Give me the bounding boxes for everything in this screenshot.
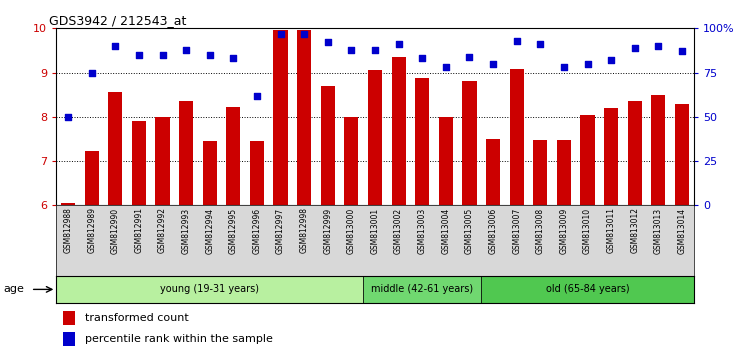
Text: GSM812994: GSM812994 [206, 207, 214, 253]
Bar [392, 57, 406, 205]
Point [558, 64, 570, 70]
Text: GSM813007: GSM813007 [512, 207, 521, 254]
Text: GSM813002: GSM813002 [394, 207, 403, 253]
Bar [85, 152, 99, 205]
Text: GSM812996: GSM812996 [253, 207, 262, 253]
Bar [202, 141, 217, 205]
Bar [62, 312, 75, 325]
Text: age: age [4, 284, 25, 295]
Bar [274, 30, 288, 205]
Bar [462, 81, 476, 205]
Bar [321, 86, 334, 205]
Text: GSM812993: GSM812993 [182, 207, 190, 253]
Point [605, 57, 617, 63]
Point [581, 61, 593, 67]
Bar [651, 95, 665, 205]
Text: GSM813009: GSM813009 [560, 207, 568, 254]
Bar [179, 101, 194, 205]
Text: percentile rank within the sample: percentile rank within the sample [85, 334, 273, 344]
Bar [250, 141, 264, 205]
Text: GSM813001: GSM813001 [370, 207, 380, 253]
Point [204, 52, 216, 58]
Text: middle (42-61 years): middle (42-61 years) [371, 284, 473, 295]
Bar [363, 276, 482, 303]
Text: old (65-84 years): old (65-84 years) [546, 284, 629, 295]
Bar [556, 140, 571, 205]
Text: GSM813006: GSM813006 [488, 207, 497, 254]
Text: GSM812990: GSM812990 [111, 207, 120, 253]
Point [133, 52, 145, 58]
Text: GSM813003: GSM813003 [418, 207, 427, 254]
Text: GSM813013: GSM813013 [654, 207, 663, 253]
Point [392, 41, 404, 47]
Bar [226, 107, 241, 205]
Point [487, 61, 499, 67]
Bar [628, 101, 642, 205]
Point [62, 114, 74, 120]
Text: GSM813011: GSM813011 [607, 207, 616, 253]
Bar [416, 78, 429, 205]
Point [440, 64, 452, 70]
Text: GSM813008: GSM813008 [536, 207, 544, 253]
Point [86, 70, 98, 75]
Point [511, 38, 523, 44]
Point [227, 56, 239, 61]
Point [274, 31, 286, 36]
Text: GSM812992: GSM812992 [158, 207, 167, 253]
Point [346, 47, 358, 52]
Bar [482, 276, 694, 303]
Point [157, 52, 169, 58]
Point [676, 48, 688, 54]
Text: GSM812999: GSM812999 [323, 207, 332, 253]
Bar [533, 140, 548, 205]
Text: GSM813005: GSM813005 [465, 207, 474, 254]
Text: GSM813010: GSM813010 [583, 207, 592, 253]
Text: transformed count: transformed count [85, 313, 189, 323]
Bar [62, 332, 75, 346]
Point [652, 43, 664, 49]
Text: GSM813012: GSM813012 [630, 207, 639, 253]
Bar [56, 276, 363, 303]
Text: GDS3942 / 212543_at: GDS3942 / 212543_at [49, 14, 186, 27]
Bar [297, 30, 311, 205]
Text: GSM813014: GSM813014 [677, 207, 686, 253]
Bar [439, 117, 453, 205]
Bar [675, 104, 689, 205]
Point [180, 47, 192, 52]
Point [110, 43, 122, 49]
Text: GSM812989: GSM812989 [87, 207, 96, 253]
Point [534, 41, 546, 47]
Bar [108, 92, 122, 205]
Bar [580, 115, 595, 205]
Point [416, 56, 428, 61]
Bar [486, 139, 500, 205]
Bar [344, 117, 358, 205]
Bar [604, 108, 618, 205]
Point [298, 31, 310, 36]
Text: young (19-31 years): young (19-31 years) [160, 284, 260, 295]
Text: GSM812988: GSM812988 [64, 207, 73, 253]
Bar [368, 70, 382, 205]
Point [322, 40, 334, 45]
Bar [155, 117, 170, 205]
Bar [509, 69, 524, 205]
Bar [132, 121, 146, 205]
Text: GSM812995: GSM812995 [229, 207, 238, 253]
Text: GSM812991: GSM812991 [134, 207, 143, 253]
Text: GSM812998: GSM812998 [300, 207, 309, 253]
Text: GSM813000: GSM813000 [347, 207, 356, 254]
Point [369, 47, 381, 52]
Point [628, 45, 640, 51]
Point [251, 93, 263, 98]
Text: GSM813004: GSM813004 [441, 207, 450, 254]
Point [464, 54, 476, 59]
Text: GSM812997: GSM812997 [276, 207, 285, 253]
Bar [61, 203, 75, 205]
